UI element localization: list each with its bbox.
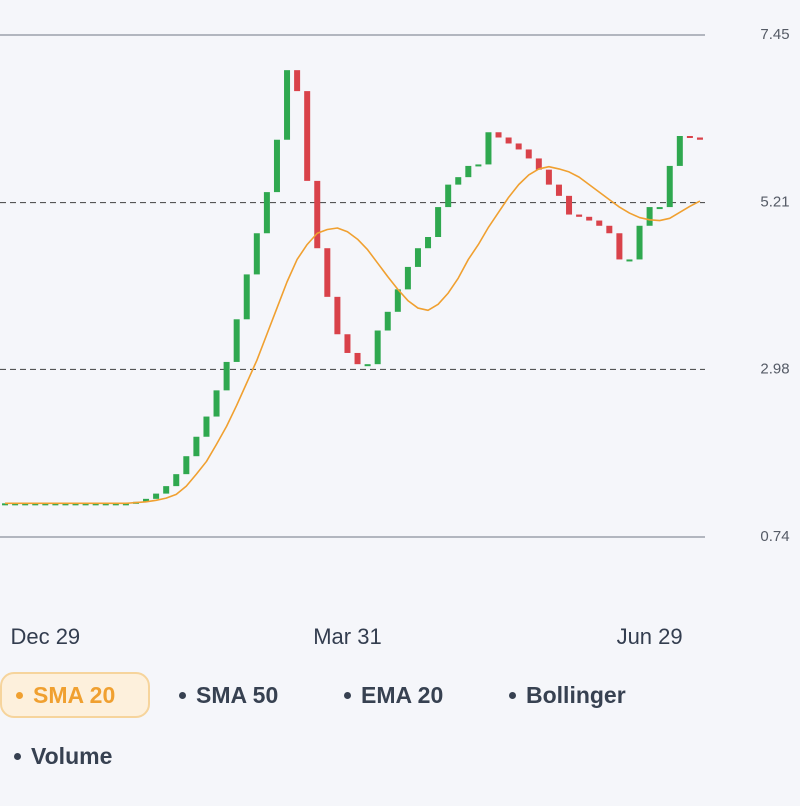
candle-body [213,390,220,417]
indicator-chip[interactable]: SMA 20 [0,672,150,718]
y-tick-label: 0.74 [760,528,789,545]
candle-body [344,334,351,353]
candle-body [374,330,381,365]
chip-label: Volume [31,742,113,769]
chip-label: SMA 20 [33,681,116,708]
candle-body [505,137,512,144]
candle-body [576,214,583,217]
indicator-chip[interactable]: SMA 50 [165,672,292,718]
candle-body [143,498,150,502]
candle-body [304,91,311,181]
candle-body [696,137,703,140]
candle-body [273,139,280,193]
candle-body [52,503,59,506]
candle-body [394,289,401,312]
candle-body [22,503,29,506]
y-tick-label: 7.45 [760,26,789,43]
candle-body [485,132,492,165]
candle-body [555,184,562,196]
x-tick-label: Dec 29 [10,624,80,649]
chip-label: EMA 20 [361,681,444,708]
chip-label: Bollinger [526,681,626,708]
candle-body [163,486,170,494]
candle-body [616,233,623,260]
candle-body [525,149,532,159]
candle-body [596,220,603,226]
candle-body [686,135,693,138]
candle-body [334,296,341,335]
candle-body [404,266,411,290]
candle-body [263,192,270,234]
candle-body [62,503,69,506]
candle-body [223,361,230,391]
candle-body [72,503,79,506]
candle-body [193,436,200,457]
chart: 7.45 5.21 2.98 0.74 Dec 29 Mar 31 Jun 29 [0,26,790,649]
candle-body [82,503,89,506]
candle-body [636,225,643,260]
x-tick-label: Jun 29 [617,624,683,649]
indicator-chip[interactable]: EMA 20 [330,672,457,718]
chip-dot [16,691,23,699]
candle-body [314,180,321,249]
candle-body [465,165,472,178]
x-tick-label: Mar 31 [313,624,381,649]
indicator-chip[interactable]: Volume [0,733,126,779]
candle-body [515,143,522,150]
candle-body [676,135,683,166]
y-tick-label: 5.21 [760,194,789,211]
y-tick-label: 2.98 [760,360,789,377]
candle-body [173,474,180,487]
candle-body [153,493,160,499]
candle-body [475,164,482,167]
chip-dot [344,691,351,699]
candle-body [666,165,673,208]
candle-body [354,352,361,365]
candle-body [2,503,9,506]
candle-body [414,248,421,267]
candle-body [32,503,39,506]
chip-dot [14,752,21,760]
candle-body [495,132,502,138]
candle-body [92,503,99,506]
candle-body [656,207,663,210]
candle-body [445,184,452,208]
candle-body [384,311,391,331]
candle-body [42,503,49,506]
candle-body [455,177,462,185]
candle-body [253,233,260,275]
candle-body [102,503,109,506]
candle-body [566,195,573,215]
candle-body [626,259,633,262]
candle-body [324,248,331,297]
candle-body [122,503,129,506]
candle-body [183,456,190,475]
candle-body [364,364,371,367]
chip-dot [509,691,516,699]
candle-body [586,216,593,221]
candle-body [646,207,653,226]
candle-body [425,236,432,249]
candle-body [535,158,542,170]
candle-body [203,416,210,437]
candle-body [233,319,240,362]
chip-dot [179,691,186,699]
chip-label: SMA 50 [196,681,279,708]
candle-body [545,169,552,185]
candle-body [294,70,301,92]
sma-line [5,165,701,505]
candle-body [243,274,250,320]
candle-body [606,225,613,234]
indicator-chip[interactable]: Bollinger [495,672,640,718]
candle-body [12,503,19,506]
candle-body [112,503,119,506]
candle-body [435,207,442,237]
candle-body [284,70,291,140]
